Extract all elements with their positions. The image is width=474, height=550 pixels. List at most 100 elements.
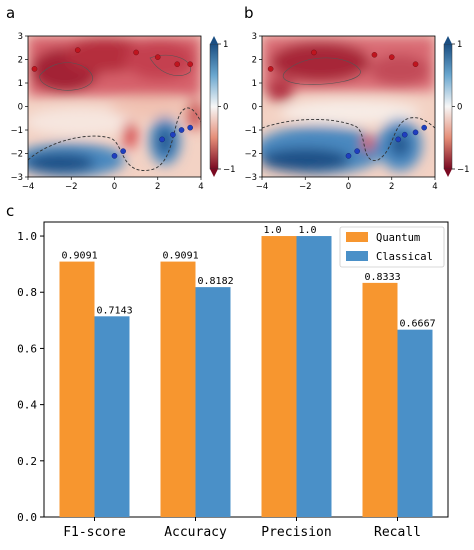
data-label-classical: 1.0: [299, 225, 317, 236]
y-tick-label-b: 2: [252, 56, 257, 66]
y-tick-label-b: 1: [252, 79, 257, 89]
colorbar-label-a: 1: [223, 40, 228, 50]
data-label-classical: 0.6667: [400, 319, 436, 330]
bar-quantum-f1-score: [59, 261, 95, 517]
point-blue-b: [421, 124, 427, 131]
colorbar-a: [209, 36, 219, 177]
heatmap-ticks: −4 −2 0 2 4 3 2 1 0 −1 −2 −3 1 0 −1 −4 −2 0 2 4 3 2 1 0 −1 −2 −3 1 0…: [10, 32, 469, 192]
x-tick-label-a: 2: [155, 182, 160, 192]
bar-y-tick-label: 0.0: [17, 511, 37, 524]
x-tick-label-b: −2: [299, 182, 312, 192]
bar-classical-recall: [397, 329, 433, 517]
bar-data-labels: 0.9091 0.7143 0.9091 0.8182 1.0 1.0 0.8333 0.66…: [62, 225, 436, 330]
bar-series: [59, 236, 433, 518]
x-tick-label-a: −2: [65, 182, 78, 192]
y-tick-label-b: −2: [244, 150, 257, 160]
colorbar-label-a: 0: [223, 103, 228, 113]
x-tick-label-a: 4: [198, 182, 203, 192]
point-blue-a: [187, 124, 193, 131]
legend-swatch-quantum: [346, 232, 368, 242]
data-label-quantum: 0.9091: [62, 251, 98, 262]
bar-chart-frame: [43, 221, 449, 518]
legend: Quantum Classical: [339, 226, 445, 268]
point-red-a: [187, 61, 193, 67]
panel-letter-a: a: [6, 4, 15, 22]
y-tick-label-b: 0: [252, 103, 257, 113]
bar-quantum-accuracy: [160, 261, 196, 517]
x-category-label: F1-score: [63, 525, 126, 540]
panel-letter-b: b: [244, 4, 254, 22]
bar-classical-f1-score: [94, 316, 130, 517]
point-red-a: [31, 66, 38, 72]
point-red-b: [371, 52, 378, 58]
x-tick-label-a: −4: [22, 182, 35, 192]
y-tick-label-a: 2: [18, 56, 23, 66]
y-tick-label-b: −3: [244, 173, 257, 183]
point-red-b: [311, 49, 317, 56]
y-tick-label-a: −2: [10, 150, 23, 160]
bar-y-tick-label: 1.0: [17, 230, 37, 243]
x-tick-label-b: 0: [346, 182, 351, 192]
point-red-a: [74, 47, 81, 53]
heatmap-a: [27, 35, 202, 178]
bar-classical-accuracy: [195, 287, 231, 517]
y-tick-label-a: 3: [18, 32, 23, 42]
point-blue-a: [120, 148, 126, 154]
point-red-a: [174, 61, 181, 67]
point-red-b: [388, 54, 395, 60]
point-red-b: [267, 66, 274, 72]
colorbar-label-b: −1: [457, 165, 470, 175]
point-red-b: [412, 61, 419, 67]
colorbar-label-a: −1: [223, 165, 236, 175]
bar-y-tick-label: 0.2: [17, 455, 37, 468]
data-label-quantum: 0.8333: [365, 272, 401, 283]
point-blue-b: [412, 129, 419, 136]
point-blue-b: [354, 148, 360, 154]
x-category-label: Precision: [261, 525, 331, 540]
point-blue-a: [159, 136, 165, 143]
point-blue-a: [170, 131, 176, 138]
bar-chart: 0.0 0.2 0.4 0.6 0.8 1.0 0.9091 0.7143 0.9091 0.8…: [17, 221, 449, 540]
colorbar-label-b: 0: [457, 103, 462, 113]
x-category-label: Recall: [374, 525, 421, 540]
y-tick-label-a: −1: [10, 126, 23, 136]
point-red-a: [154, 54, 161, 60]
heatmap-points: [31, 47, 427, 159]
data-label-quantum: 0.9091: [163, 251, 199, 262]
bar-y-ticks: 0.0 0.2 0.4 0.6 0.8 1.0: [17, 230, 44, 524]
point-blue-a: [111, 153, 118, 159]
bar-y-tick-label: 0.4: [17, 399, 37, 412]
y-tick-label-a: 0: [18, 103, 23, 113]
point-blue-b: [401, 131, 408, 138]
data-label-classical: 0.7143: [97, 305, 133, 316]
x-category-label: Accuracy: [164, 525, 227, 540]
bar-classical-precision: [296, 236, 332, 518]
point-blue-b: [345, 153, 352, 159]
heatmap-b: [261, 35, 436, 178]
legend-label-quantum: Quantum: [376, 232, 420, 244]
colorbar-b: [443, 36, 453, 177]
point-red-a: [133, 49, 139, 56]
bar-quantum-recall: [362, 282, 398, 517]
colorbar-label-b: 1: [457, 40, 462, 50]
x-tick-label-a: 0: [112, 182, 117, 192]
bar-x-categories: F1-score Accuracy Precision Recall: [63, 517, 421, 540]
panel-letter-c: c: [6, 202, 14, 220]
y-tick-label-b: −1: [244, 126, 257, 136]
x-tick-label-b: 2: [389, 182, 394, 192]
legend-label-classical: Classical: [376, 251, 433, 263]
point-blue-a: [178, 127, 185, 133]
point-blue-b: [395, 136, 402, 143]
y-tick-label-a: −3: [10, 173, 23, 183]
bar-y-tick-label: 0.8: [17, 286, 37, 299]
y-tick-label-b: 3: [252, 32, 257, 42]
x-tick-label-b: −4: [256, 182, 269, 192]
x-tick-label-b: 4: [432, 182, 437, 192]
data-label-classical: 0.8182: [198, 276, 234, 287]
bar-y-tick-label: 0.6: [17, 342, 37, 355]
y-tick-label-a: 1: [18, 79, 23, 89]
bar-quantum-precision: [261, 236, 297, 518]
data-label-quantum: 1.0: [264, 225, 282, 236]
legend-swatch-classical: [346, 251, 368, 261]
